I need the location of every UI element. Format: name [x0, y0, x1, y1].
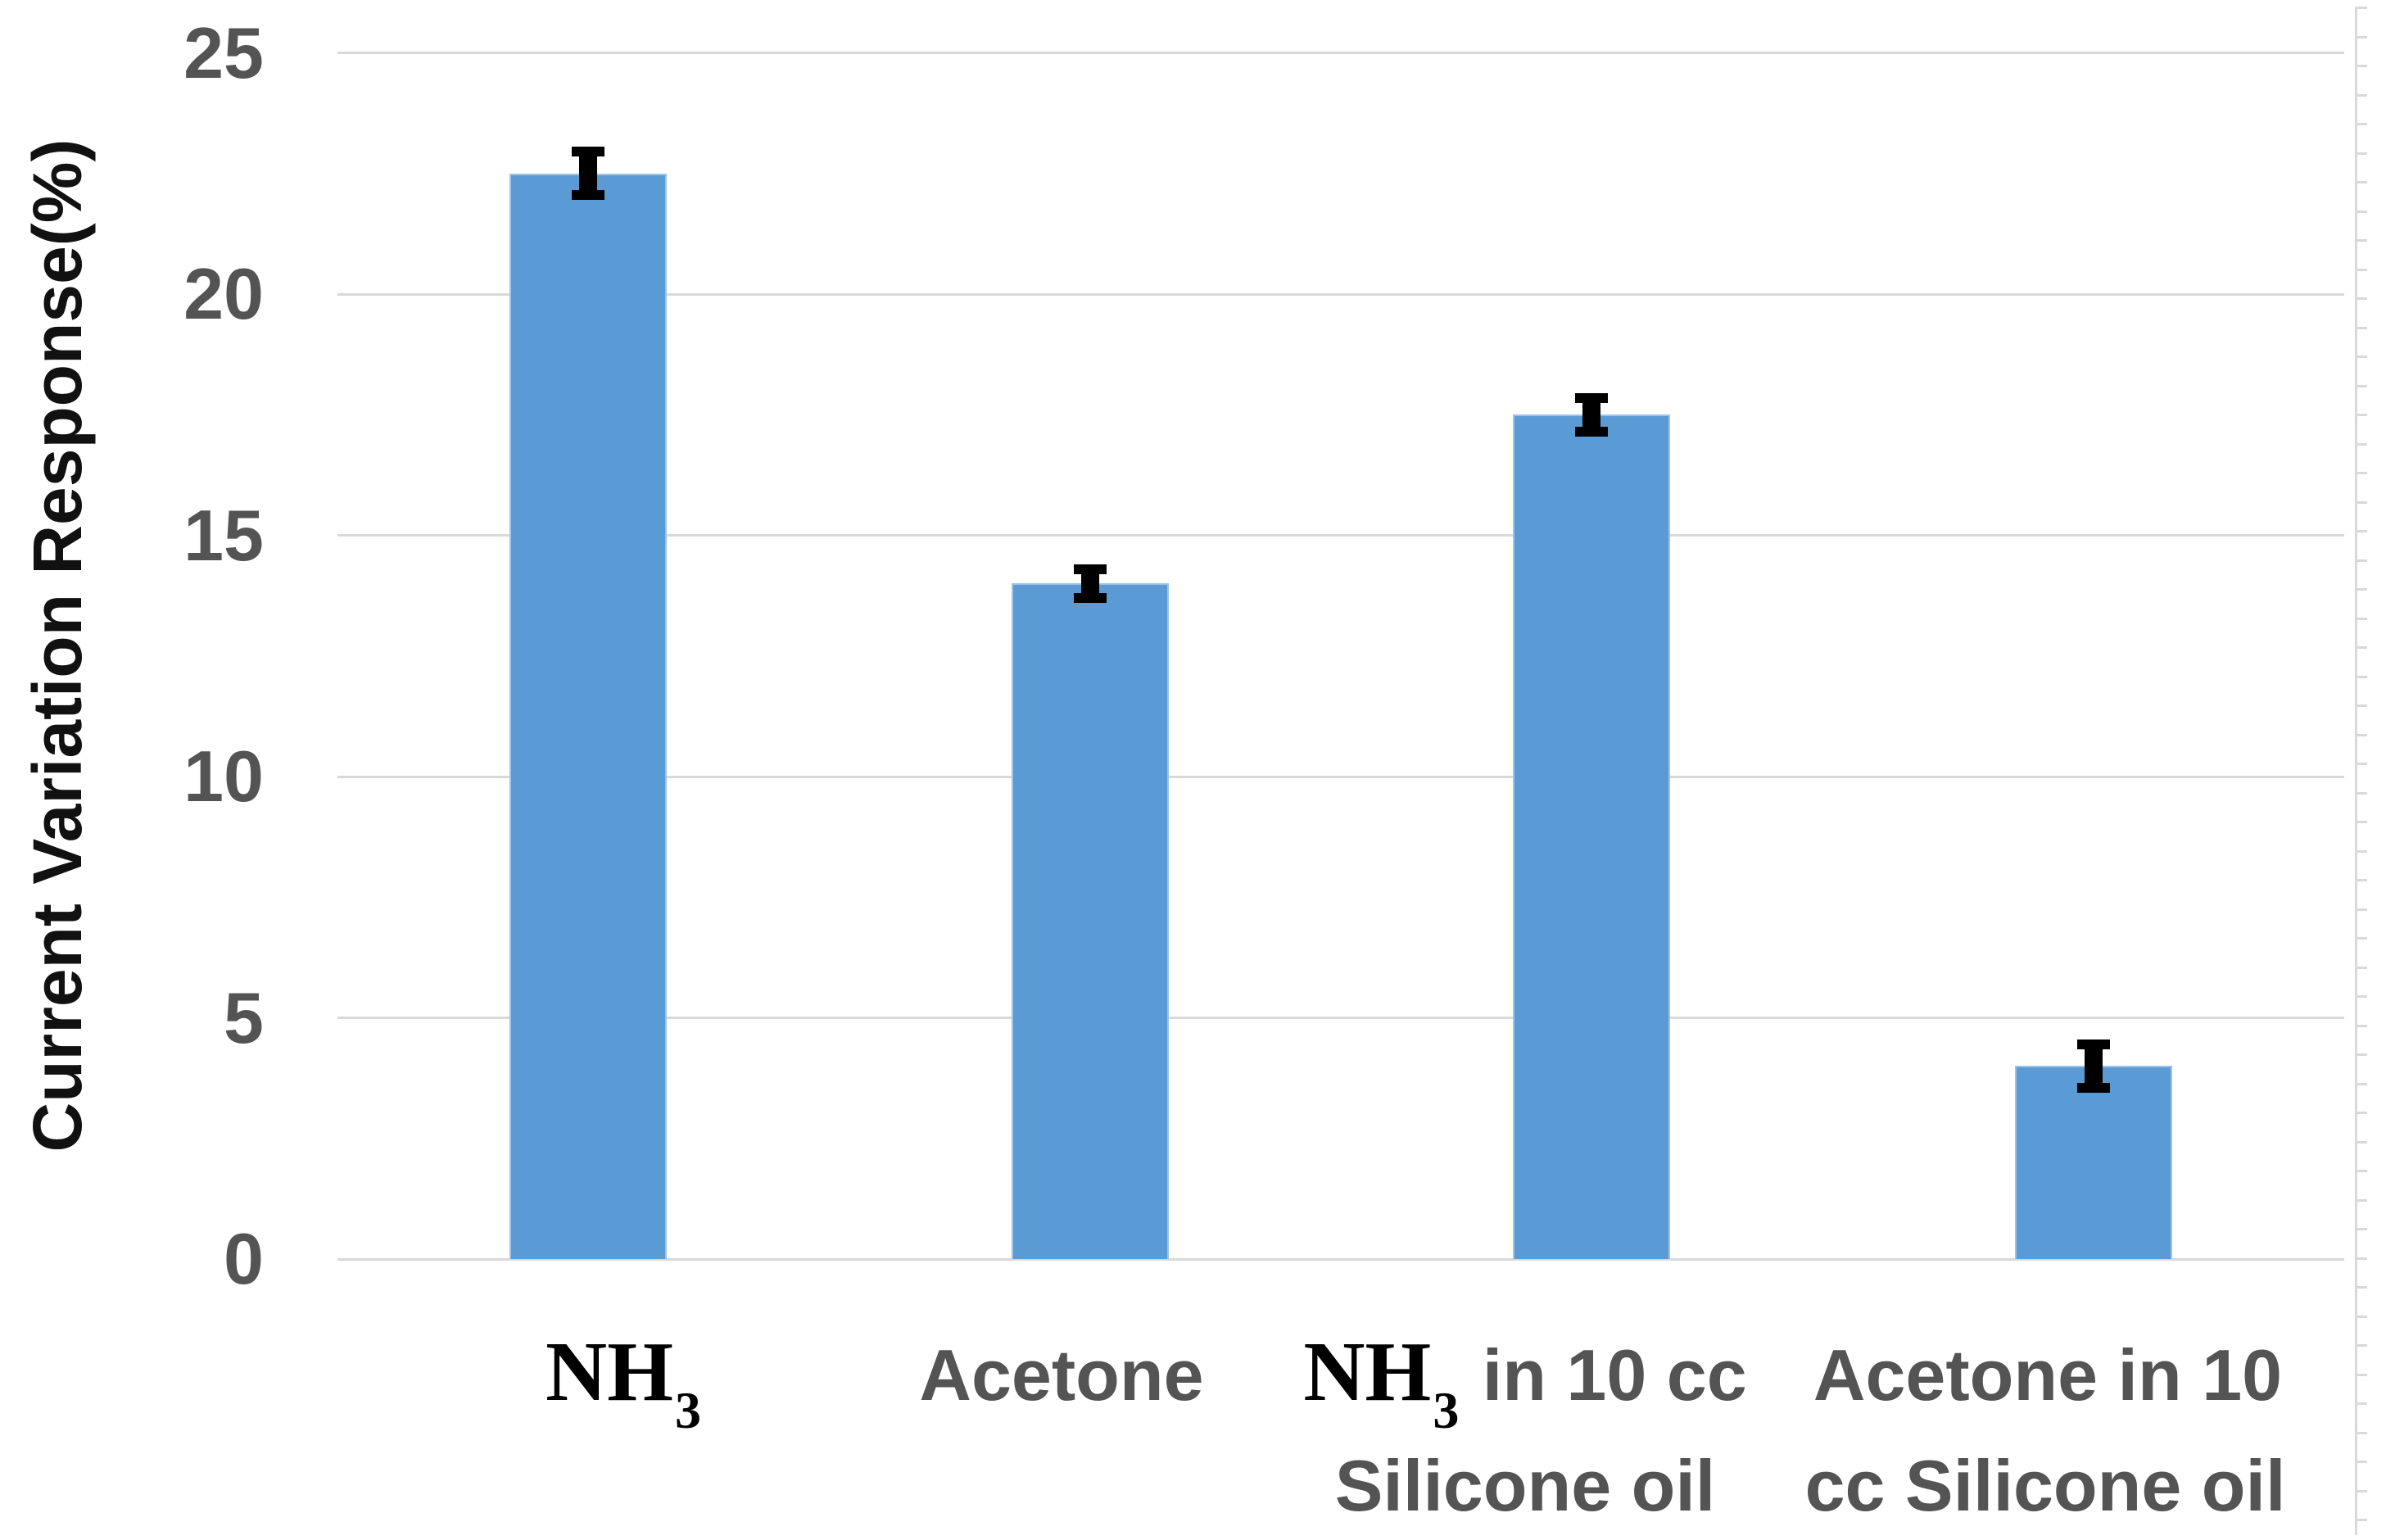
- secondary-axis-minor-tick: [2356, 1315, 2367, 1318]
- gridline-0: [337, 1257, 2344, 1261]
- gridline-20: [337, 292, 2344, 296]
- secondary-axis-minor-tick: [2356, 1082, 2367, 1085]
- secondary-axis-minor-tick: [2356, 791, 2367, 795]
- secondary-axis-minor-tick: [2356, 297, 2367, 300]
- secondary-axis-minor-tick: [2356, 35, 2367, 38]
- error-bar-line-acetone-in-10-cc-silicone-oil: [2084, 1044, 2103, 1088]
- secondary-axis-line: [2355, 7, 2357, 1535]
- bar-acetone: [1011, 583, 1169, 1259]
- nh3-formula-subscript: 3: [675, 1381, 701, 1439]
- error-bar-line-nh3-in-10-cc-silicone-oil: [1582, 397, 1601, 432]
- bar-nh3: [509, 173, 668, 1259]
- category-label-text: Acetone: [919, 1334, 1204, 1415]
- bar-acetone-in-10-cc-silicone-oil: [2014, 1066, 2172, 1259]
- nh3-formula-text: NH: [546, 1325, 673, 1419]
- secondary-axis-minor-tick: [2356, 1461, 2367, 1463]
- error-bar-cap-bottom-nh3: [572, 190, 605, 201]
- error-bar-cap-bottom-acetone-in-10-cc-silicone-oil: [2076, 1082, 2110, 1093]
- secondary-axis-minor-tick: [2356, 966, 2367, 969]
- secondary-axis-minor-tick: [2356, 879, 2367, 881]
- secondary-axis-minor-tick: [2356, 93, 2367, 97]
- secondary-axis-minor-tick: [2356, 1112, 2367, 1114]
- secondary-axis-minor-tick: [2356, 733, 2367, 736]
- bar-nh3-in-10-cc-silicone-oil: [1513, 414, 1671, 1259]
- secondary-axis-minor-tick: [2356, 1170, 2367, 1172]
- secondary-axis-minor-tick: [2356, 1344, 2367, 1347]
- secondary-axis-minor-tick: [2356, 1519, 2367, 1521]
- secondary-axis-minor-tick: [2356, 326, 2367, 329]
- y-axis-title: Current Variation Response(%): [19, 138, 96, 1153]
- secondary-axis-minor-tick: [2356, 588, 2367, 591]
- secondary-axis-minor-tick: [2356, 849, 2367, 853]
- category-label-line2: Silicone oil: [1334, 1445, 1716, 1526]
- y-tick-label-10: 10: [183, 736, 264, 817]
- error-bar-cap-bottom-acetone: [1073, 593, 1107, 604]
- gridline-15: [337, 534, 2344, 537]
- secondary-axis-minor-tick: [2356, 500, 2367, 504]
- secondary-axis-minor-tick: [2356, 1053, 2367, 1056]
- error-bar-cap-bottom-nh3-in-10-cc-silicone-oil: [1575, 426, 1609, 437]
- secondary-axis-minor-tick: [2356, 210, 2367, 213]
- gridline-5: [337, 1017, 2344, 1019]
- category-label-nh3-in-silicone-oil: NH3 in 10 cc Silicone oil: [1198, 1320, 1853, 1538]
- secondary-axis-minor-tick: [2356, 268, 2367, 271]
- secondary-axis-minor-tick: [2356, 181, 2367, 183]
- nh3-formula-subscript: 3: [1433, 1381, 1460, 1439]
- y-tick-label-25: 25: [183, 11, 264, 93]
- error-bar-line-acetone: [1080, 568, 1099, 599]
- secondary-axis-minor-tick: [2356, 152, 2367, 155]
- secondary-axis-minor-tick: [2356, 937, 2367, 940]
- secondary-axis-minor-tick: [2356, 675, 2367, 678]
- category-label-acetone: Acetone: [731, 1320, 1387, 1434]
- y-tick-label-20: 20: [183, 253, 264, 334]
- gridline-25: [337, 52, 2344, 54]
- secondary-axis-minor-tick: [2356, 763, 2367, 765]
- secondary-axis-minor-tick: [2356, 442, 2367, 446]
- error-bar-line-nh3: [579, 152, 598, 196]
- secondary-axis-minor-tick: [2356, 65, 2367, 67]
- secondary-axis-minor-tick: [2356, 908, 2367, 911]
- secondary-axis-minor-tick: [2356, 704, 2367, 707]
- secondary-axis-minor-tick: [2356, 414, 2367, 416]
- category-label-text: Acetone in 10: [1813, 1334, 2283, 1415]
- secondary-axis-minor-tick: [2356, 1286, 2367, 1289]
- secondary-axis-minor-tick: [2356, 1373, 2367, 1376]
- secondary-axis-minor-tick: [2356, 239, 2367, 242]
- secondary-axis-minor-tick: [2356, 1140, 2367, 1144]
- secondary-axis-minor-tick: [2356, 1402, 2367, 1405]
- secondary-axis-minor-tick: [2356, 1489, 2367, 1492]
- gridline-10: [337, 775, 2344, 778]
- secondary-axis-minor-tick: [2356, 617, 2367, 620]
- category-label-nh3: NH3: [297, 1320, 953, 1439]
- secondary-axis-minor-tick: [2356, 356, 2367, 358]
- secondary-axis-minor-tick: [2356, 646, 2367, 649]
- secondary-axis-minor-tick: [2356, 1431, 2367, 1434]
- secondary-axis-minor-tick: [2356, 472, 2367, 474]
- secondary-axis-minor-tick: [2356, 123, 2367, 125]
- category-label-acetone-in-silicone-oil: Acetone in 10 cc Silicone oil: [1718, 1320, 2373, 1538]
- y-tick-label-15: 15: [183, 494, 264, 576]
- secondary-axis-minor-tick: [2356, 530, 2367, 532]
- y-tick-label-0: 0: [224, 1218, 264, 1299]
- category-label-line2: cc Silicone oil: [1804, 1445, 2286, 1526]
- nh3-formula-text: NH: [1303, 1325, 1432, 1419]
- y-tick-label-5: 5: [224, 976, 264, 1058]
- secondary-axis-minor-tick: [2356, 7, 2367, 9]
- category-label-text: in 10 cc: [1462, 1334, 1747, 1415]
- secondary-axis-minor-tick: [2356, 995, 2367, 998]
- secondary-axis-minor-tick: [2356, 1228, 2367, 1230]
- secondary-axis-minor-tick: [2356, 1024, 2367, 1027]
- secondary-axis-minor-tick: [2356, 384, 2367, 387]
- secondary-axis-minor-tick: [2356, 559, 2367, 562]
- secondary-axis-minor-tick: [2356, 1198, 2367, 1202]
- secondary-axis-minor-tick: [2356, 1257, 2367, 1260]
- secondary-axis-minor-tick: [2356, 821, 2367, 823]
